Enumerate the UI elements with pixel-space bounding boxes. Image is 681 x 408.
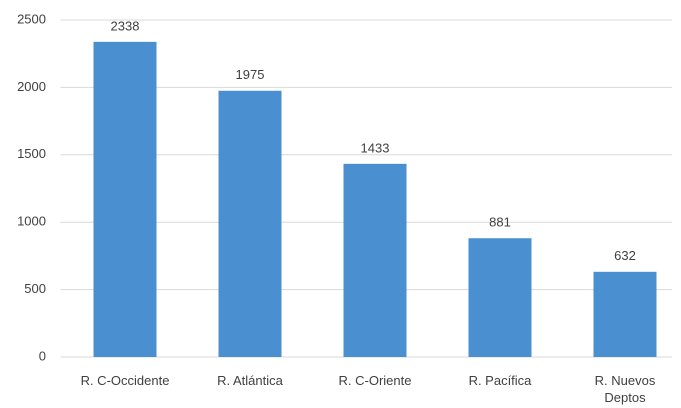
bar: [468, 238, 532, 357]
bar: [218, 90, 282, 358]
y-tick-label: 2500: [17, 11, 46, 26]
x-tick-label: R. C-Oriente: [338, 373, 412, 388]
y-tick-label: 1500: [17, 146, 46, 161]
y-tick-label: 500: [24, 281, 46, 296]
y-tick-label: 0: [39, 348, 46, 363]
bar: [343, 163, 407, 357]
x-tick-label: R. Nuevos Deptos: [594, 373, 656, 405]
bar: [93, 41, 157, 358]
x-tick-label: R. Pacífica: [468, 373, 532, 388]
bar: [593, 271, 657, 357]
y-tick-label: 2000: [17, 79, 46, 94]
y-tick-label: 1000: [17, 214, 46, 229]
x-tick-label: R. Atlántica: [217, 373, 283, 388]
data-label: 1975: [236, 67, 265, 82]
data-label: 632: [614, 248, 636, 263]
data-label: 881: [489, 215, 511, 230]
data-label: 1433: [361, 140, 390, 155]
data-label: 2338: [111, 18, 140, 33]
x-tick-label: R. C-Occidente: [80, 373, 170, 388]
